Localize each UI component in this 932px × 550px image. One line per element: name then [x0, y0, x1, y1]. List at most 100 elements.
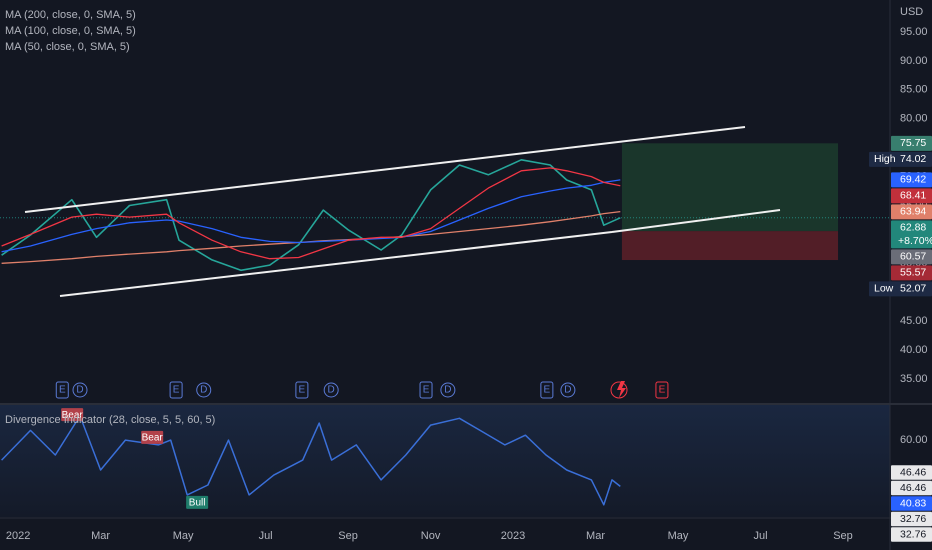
- signal-box: [141, 430, 164, 444]
- event-label: E: [544, 385, 551, 396]
- y-tick-label: 90.00: [900, 55, 928, 67]
- x-tick-label: Jul: [259, 530, 273, 542]
- y-tick-label: 95.00: [900, 26, 928, 38]
- y-tick-label: 45.00: [900, 315, 928, 327]
- price-badge: [891, 249, 932, 265]
- series-line: [1, 159, 621, 272]
- price-badge: [891, 480, 932, 496]
- event-icon: [72, 382, 88, 398]
- price-badge: [891, 220, 932, 249]
- x-tick-label: Jul: [753, 530, 767, 542]
- event-icon: [540, 381, 554, 399]
- price-badge-label: 60.57: [900, 251, 926, 263]
- event-label: D: [200, 385, 207, 396]
- price-badge-label: 32.76: [900, 513, 926, 525]
- signal-box: [186, 495, 209, 509]
- series-line: [1, 415, 621, 506]
- event-icon: [295, 381, 309, 399]
- series-line: [1, 167, 621, 260]
- price-badge-label: 46.46: [900, 467, 926, 479]
- indicator-title: Divergence Indicator (28, close, 5, 5, 6…: [5, 414, 215, 426]
- x-tick-label: Sep: [833, 530, 853, 542]
- loss-zone: [621, 231, 839, 261]
- signal-label: Bear: [142, 433, 164, 444]
- price-badge-label: 32.76: [900, 529, 926, 541]
- price-badge-label: 62.88: [900, 222, 926, 234]
- extreme-tag-label: High: [874, 153, 896, 165]
- event-icon: [55, 381, 69, 399]
- price-badge: [891, 511, 932, 527]
- price-badge-label: 63.94: [900, 206, 926, 218]
- x-tick-label: May: [173, 530, 194, 542]
- indicator-pane: Bear Bear Bull: [1, 408, 621, 509]
- signal-label: Bull: [189, 498, 206, 509]
- legend-entry: MA (100, close, 0, SMA, 5): [5, 25, 136, 37]
- trend-lines: [24, 126, 781, 297]
- legend-entry: MA (50, close, 0, SMA, 5): [5, 41, 130, 53]
- price-badge-label: 52.07: [900, 283, 926, 295]
- event-icon: [196, 382, 212, 398]
- channel-top: [24, 126, 746, 213]
- split-icon: [617, 381, 626, 398]
- event-icon: [440, 382, 456, 398]
- extreme-tag-label: Low: [874, 283, 894, 295]
- price-badge: [891, 265, 932, 281]
- x-tick-label: 2023: [501, 530, 525, 542]
- x-tick-label: Mar: [91, 530, 110, 542]
- x-tick-label: 2022: [6, 530, 30, 542]
- y-tick-label: 40.00: [900, 344, 928, 356]
- y-tick-label: 35.00: [900, 373, 928, 385]
- legend-entry: MA (200, close, 0, SMA, 5): [5, 9, 136, 21]
- series-line: [1, 179, 621, 253]
- price-badge-label: 68.41: [900, 190, 926, 202]
- pane-separator: [0, 403, 932, 405]
- price-badge: [891, 204, 932, 220]
- price-badge-label: 46.46: [900, 482, 926, 494]
- split-icon-ring: [610, 381, 628, 399]
- event-label: D: [444, 385, 451, 396]
- event-label: E: [59, 385, 66, 396]
- y-tick-label: 60.00: [900, 434, 928, 446]
- event-label: D: [76, 385, 83, 396]
- extreme-tag: [869, 281, 893, 297]
- signal-box: [61, 408, 84, 422]
- indicator-background: [0, 405, 890, 517]
- channel-bottom-ext: [611, 209, 781, 233]
- price-badge: [891, 151, 932, 167]
- event-label: E: [173, 385, 180, 396]
- event-icon: [419, 381, 433, 399]
- channel-bottom: [59, 231, 613, 297]
- event-icon: [655, 381, 669, 399]
- price-badge: [891, 172, 932, 188]
- price-badge-change: +8.70%: [898, 235, 932, 247]
- price-badge: [891, 135, 932, 151]
- y-tick-label: 85.00: [900, 84, 928, 96]
- price-badge: [891, 281, 932, 297]
- price-badge-label: 55.57: [900, 267, 926, 279]
- currency: USD: [900, 6, 923, 18]
- price-badge-label: 69.42: [900, 174, 926, 186]
- extreme-tag: [869, 151, 893, 167]
- x-tick-label: Nov: [421, 530, 441, 542]
- x-tick-label: May: [668, 530, 689, 542]
- event-label: E: [299, 385, 306, 396]
- event-label: D: [328, 385, 335, 396]
- price-badge: [891, 496, 932, 511]
- price-badge-label: 74.02: [900, 153, 926, 165]
- event-icon: [169, 381, 183, 399]
- y-tick-label: 80.00: [900, 113, 928, 125]
- price-badge: [891, 527, 932, 542]
- event-label: D: [564, 385, 571, 396]
- x-tick-label: Mar: [586, 530, 605, 542]
- price-pane: [0, 143, 890, 272]
- price-badge-label: 40.83: [900, 498, 926, 510]
- event-icon: [560, 382, 576, 398]
- x-tick-label: Sep: [338, 530, 358, 542]
- event-label: E: [423, 385, 430, 396]
- price-badge: [891, 465, 932, 480]
- price-badge-label: 75.75: [900, 137, 926, 149]
- signal-label: Bear: [62, 410, 84, 421]
- price-badge: [891, 188, 932, 204]
